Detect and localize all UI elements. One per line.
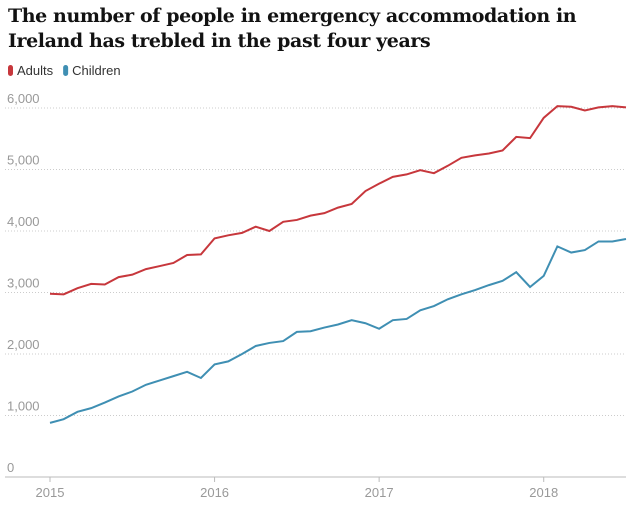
x-tick-label: 2015 — [36, 485, 65, 500]
y-tick-label: 4,000 — [7, 214, 40, 229]
legend-label: Children — [72, 63, 120, 78]
y-tick-label: 0 — [7, 460, 14, 475]
y-tick-label: 2,000 — [7, 337, 40, 352]
y-tick-label: 5,000 — [7, 153, 40, 168]
y-tick-label: 3,000 — [7, 276, 40, 291]
x-tick-label: 2017 — [365, 485, 394, 500]
series-line — [49, 105, 627, 296]
chart-title: The number of people in emergency accomm… — [8, 5, 577, 52]
x-tick-label: 2018 — [529, 485, 558, 500]
series-line — [49, 238, 627, 424]
legend-swatch — [63, 65, 69, 76]
y-tick-label: 1,000 — [7, 399, 40, 414]
legend-swatch — [8, 65, 13, 76]
x-tick-label: 2016 — [200, 485, 229, 500]
y-tick-label: 6,000 — [7, 91, 40, 106]
legend-label: Adults — [17, 63, 54, 78]
